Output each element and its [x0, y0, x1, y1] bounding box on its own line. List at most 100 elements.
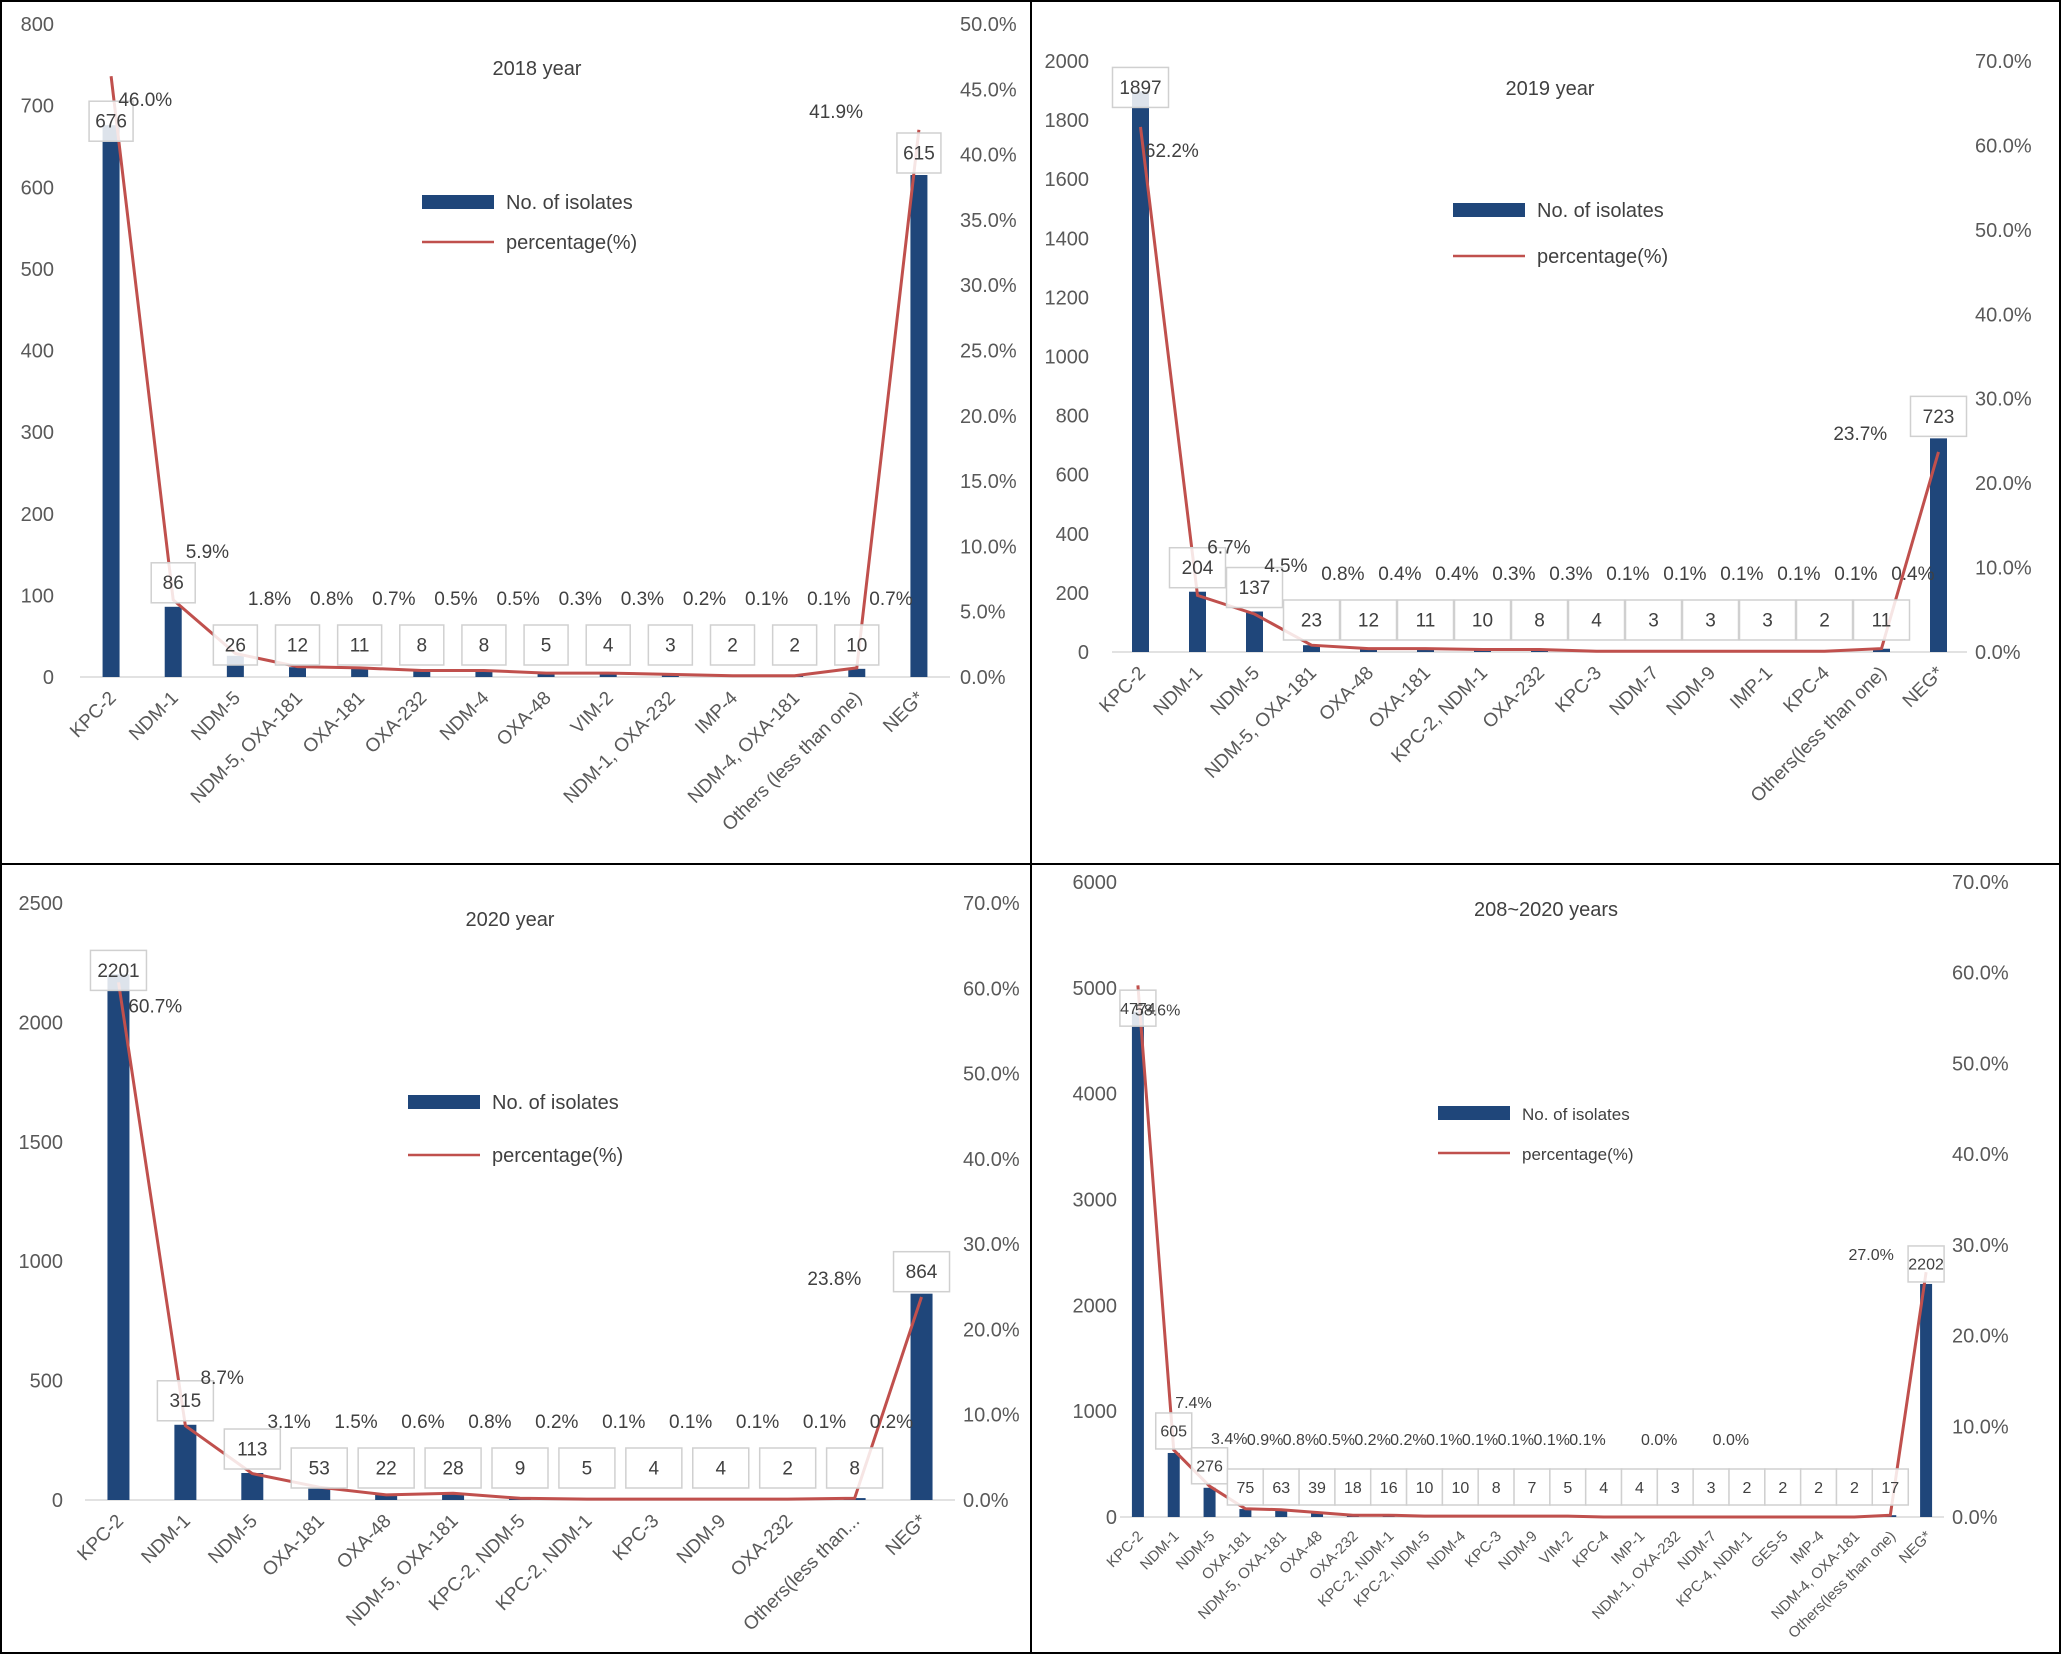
legend-bar-swatch	[1453, 203, 1525, 217]
left-tick-label: 400	[1056, 524, 1089, 546]
count-label-box	[1624, 599, 1683, 641]
left-tick-label: 400	[21, 341, 54, 363]
percentage-label: 0.1%	[1777, 564, 1820, 585]
count-label: 3	[1762, 610, 1773, 631]
category-label: NEG*	[882, 1510, 932, 1560]
bar	[1167, 1452, 1180, 1517]
count-label: 276	[1196, 1459, 1223, 1476]
count-label: 3	[665, 635, 676, 656]
count-label: 864	[906, 1262, 938, 1283]
count-label: 137	[1239, 578, 1271, 599]
left-tick-label: 500	[21, 259, 54, 281]
bar	[475, 670, 493, 677]
count-label: 7	[1528, 1480, 1537, 1497]
right-tick-label: 10.0%	[960, 536, 1017, 558]
right-tick-label: 15.0%	[960, 471, 1017, 493]
count-label: 23	[1301, 610, 1322, 631]
category-label: NDM-5	[1207, 663, 1264, 720]
right-tick-label: 70.0%	[1952, 872, 2009, 894]
count-label: 11	[350, 635, 370, 656]
category-label: NDM-4	[1424, 1528, 1470, 1574]
bar	[1203, 1487, 1216, 1517]
percentage-label: 0.1%	[803, 1412, 846, 1433]
count-label: 4774	[1120, 1001, 1156, 1018]
right-tick-label: 50.0%	[1952, 1053, 2009, 1075]
left-tick-label: 1600	[1045, 169, 1090, 191]
count-label: 4	[603, 635, 614, 656]
percentage-line	[1139, 126, 1940, 653]
category-label: NEG*	[879, 687, 929, 737]
left-tick-label: 1400	[1045, 228, 1090, 250]
count-label-box	[1226, 1468, 1265, 1506]
right-tick-label: 30.0%	[960, 275, 1017, 297]
category-label: NDM-5, OXA-181	[342, 1511, 462, 1631]
percentage-label: 0.2%	[683, 589, 726, 610]
percentage-label: 0.0%	[1713, 1432, 1749, 1449]
category-label: NDM-5	[204, 1511, 261, 1568]
count-label-box	[156, 1380, 215, 1422]
percentage-label: 0.5%	[1319, 1432, 1355, 1449]
percentage-label: 0.1%	[1569, 1432, 1605, 1449]
count-label-box	[1567, 599, 1626, 641]
count-label: 113	[237, 1439, 267, 1460]
right-tick-label: 20.0%	[960, 406, 1017, 428]
chart-panel-3: 2020 year050010001500200025000.0%10.0%20…	[19, 893, 1020, 1635]
count-label-box	[1549, 1468, 1587, 1506]
right-tick-label: 30.0%	[963, 1234, 1020, 1256]
count-label-box	[1656, 1468, 1695, 1506]
right-tick-label: 0.0%	[960, 667, 1006, 689]
bar	[241, 1473, 264, 1500]
category-label: OXA-48	[493, 688, 556, 751]
count-label: 28	[443, 1458, 464, 1479]
count-label-box	[1168, 546, 1227, 589]
count-label-box	[1852, 599, 1911, 641]
percentage-label: 23.7%	[1833, 424, 1887, 445]
count-label-box	[647, 624, 694, 666]
count-label: 3	[1671, 1480, 1680, 1497]
category-label: GES-5	[1748, 1528, 1792, 1572]
right-tick-label: 25.0%	[960, 341, 1017, 363]
percentage-label: 0.2%	[1390, 1432, 1426, 1449]
percentage-label: 0.8%	[310, 589, 353, 610]
count-label: 4	[715, 1458, 726, 1479]
count-label: 5	[582, 1458, 593, 1479]
count-label-box	[1738, 599, 1797, 641]
count-label: 2202	[1908, 1257, 1944, 1274]
category-label: NDM-5	[187, 688, 244, 745]
category-label: NEG*	[1899, 662, 1949, 712]
count-label: 605	[1160, 1424, 1187, 1441]
percentage-label: 0.9%	[1247, 1432, 1283, 1449]
count-label-box	[692, 1447, 750, 1489]
percentage-label: 3.1%	[267, 1412, 310, 1433]
count-label-box	[1453, 599, 1512, 641]
right-tick-label: 60.0%	[1952, 963, 2009, 985]
percentage-label: 8.7%	[201, 1368, 244, 1389]
category-label: KPC-2	[66, 688, 120, 742]
percentage-label: 0.2%	[870, 1412, 913, 1433]
percentage-label: 41.9%	[809, 102, 863, 123]
count-label: 8	[1534, 610, 1545, 631]
count-label: 10	[1472, 610, 1493, 631]
chart-panel-2: 2019 year 0 200 400 600 800 1000 1200 1400 1600 18…	[1045, 51, 2032, 807]
left-tick-label: 4000	[1073, 1084, 1118, 1106]
bar	[910, 1293, 933, 1500]
right-tick-label: 35.0%	[960, 210, 1017, 232]
bar	[537, 672, 555, 677]
right-tick-label: 60.0%	[963, 978, 1020, 1000]
left-tick-label: 1500	[19, 1132, 64, 1154]
category-label: NDM-9	[673, 1511, 730, 1568]
count-label-box	[1907, 1245, 1945, 1283]
category-label: NDM-4, OXA-181	[684, 688, 804, 808]
count-label: 676	[95, 112, 127, 133]
percentage-label: 0.1%	[669, 1412, 712, 1433]
count-label-box	[223, 1428, 282, 1470]
count-label: 3	[1648, 610, 1659, 631]
percentage-label: 1.8%	[248, 589, 291, 610]
legend-bar-label: No. of isolates	[1537, 200, 1664, 222]
percentage-label: 0.4%	[1378, 564, 1421, 585]
count-label: 39	[1308, 1480, 1326, 1497]
count-label: 17	[1881, 1480, 1899, 1497]
category-label: Others(less than...	[740, 1511, 865, 1636]
